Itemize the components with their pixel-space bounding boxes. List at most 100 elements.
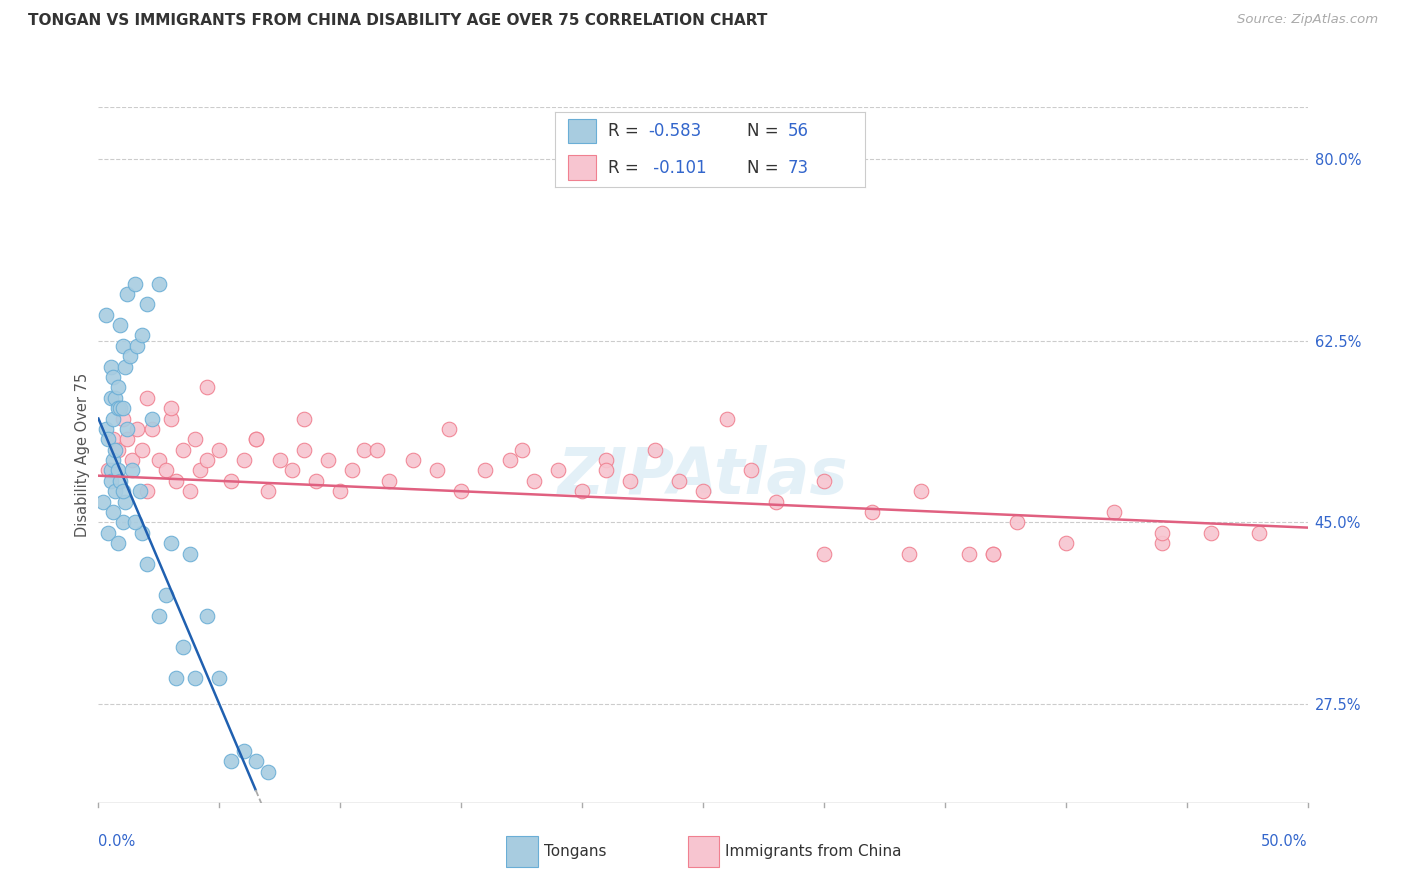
Point [127, 339, 149, 353]
Point [1007, 516, 1029, 530]
Point [342, 463, 364, 477]
Point [97, 433, 120, 447]
Point [101, 505, 124, 519]
Point [740, 463, 762, 477]
Point [188, 463, 211, 477]
Point [124, 277, 146, 291]
Point [111, 484, 134, 499]
Point [474, 463, 496, 477]
Point [121, 453, 143, 467]
Point [107, 401, 129, 416]
Text: ZIPAtlas: ZIPAtlas [558, 445, 848, 507]
Point [160, 536, 183, 550]
Point [668, 474, 690, 488]
Point [148, 453, 170, 467]
Point [813, 474, 835, 488]
Point [135, 484, 157, 499]
Point [160, 411, 183, 425]
Point [305, 474, 328, 488]
Point [135, 391, 157, 405]
Point [97, 525, 120, 540]
Point [101, 453, 124, 467]
Point [160, 401, 183, 416]
Point [108, 401, 131, 416]
Point [104, 442, 127, 457]
Point [1249, 525, 1271, 540]
Point [108, 318, 131, 332]
Point [165, 671, 187, 685]
Point [281, 463, 304, 477]
Point [957, 547, 980, 561]
Point [117, 433, 139, 447]
Point [1102, 505, 1125, 519]
Text: 0.0%: 0.0% [98, 834, 135, 849]
Point [135, 557, 157, 571]
Point [981, 547, 1004, 561]
Point [104, 484, 127, 499]
Point [111, 516, 134, 530]
Text: -0.583: -0.583 [648, 122, 702, 140]
Text: 56: 56 [787, 122, 808, 140]
Point [765, 494, 787, 508]
Text: TONGAN VS IMMIGRANTS FROM CHINA DISABILITY AGE OVER 75 CORRELATION CHART: TONGAN VS IMMIGRANTS FROM CHINA DISABILI… [28, 13, 768, 29]
Point [111, 401, 134, 416]
Point [114, 359, 136, 374]
Text: Tongans: Tongans [544, 845, 606, 859]
Point [269, 453, 291, 467]
Text: -0.101: -0.101 [648, 159, 707, 177]
Point [813, 547, 835, 561]
Point [141, 422, 163, 436]
Point [101, 433, 124, 447]
Point [366, 442, 388, 457]
Point [100, 391, 122, 405]
Point [245, 433, 267, 447]
Point [329, 484, 352, 499]
Point [450, 484, 472, 499]
Bar [506, 837, 537, 867]
Point [165, 474, 187, 488]
Point [256, 764, 278, 779]
Point [547, 463, 569, 477]
Text: N =: N = [747, 122, 785, 140]
Point [644, 442, 666, 457]
Point [692, 484, 714, 499]
Point [118, 349, 141, 363]
Point [111, 339, 134, 353]
Point [195, 380, 218, 394]
Point [148, 277, 170, 291]
Point [195, 453, 218, 467]
Point [292, 411, 315, 425]
Point [114, 494, 136, 508]
Point [172, 442, 194, 457]
Point [571, 484, 593, 499]
Point [124, 516, 146, 530]
Text: R =: R = [607, 159, 644, 177]
Text: R =: R = [607, 122, 644, 140]
Point [91, 494, 114, 508]
Point [860, 505, 883, 519]
Point [221, 754, 243, 768]
Text: 50.0%: 50.0% [1261, 834, 1308, 849]
Text: N =: N = [747, 159, 785, 177]
Point [104, 391, 127, 405]
Point [981, 547, 1004, 561]
Bar [568, 155, 596, 179]
Text: Source: ZipAtlas.com: Source: ZipAtlas.com [1237, 13, 1378, 27]
Point [179, 547, 201, 561]
Point [426, 463, 449, 477]
Point [179, 484, 201, 499]
Point [716, 411, 738, 425]
Point [232, 453, 254, 467]
Point [100, 463, 122, 477]
Point [107, 463, 129, 477]
Point [107, 380, 129, 394]
Point [245, 754, 267, 768]
Point [155, 463, 177, 477]
Point [377, 474, 399, 488]
Point [184, 671, 207, 685]
Point [1199, 525, 1222, 540]
Point [117, 287, 139, 301]
Point [510, 442, 533, 457]
Point [595, 453, 617, 467]
Point [97, 463, 120, 477]
